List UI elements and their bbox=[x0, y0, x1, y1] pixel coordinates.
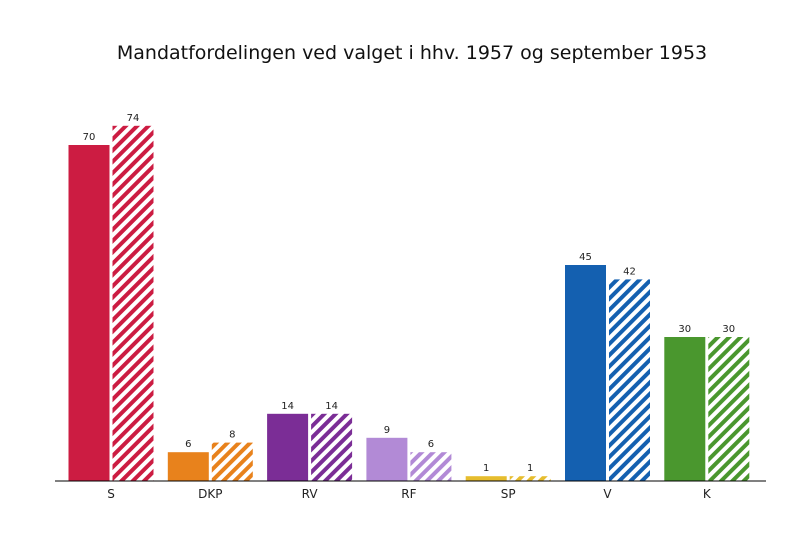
value-label-s-solid: 70 bbox=[83, 132, 96, 143]
value-label-rv-solid: 14 bbox=[281, 401, 294, 412]
value-label-v-hatched: 42 bbox=[623, 266, 636, 277]
value-label-rf-solid: 9 bbox=[384, 425, 390, 436]
x-tick-label-v: V bbox=[603, 487, 612, 501]
value-label-v-solid: 45 bbox=[579, 252, 592, 263]
value-label-rv-hatched: 14 bbox=[325, 401, 338, 412]
bar-sp-solid bbox=[465, 476, 507, 481]
value-label-s-hatched: 74 bbox=[127, 113, 140, 124]
labels-layer: 70 74 S 6 8 DKP 14 14 RV 9 6 RF 1 1 SP 45 42 V 30 30 K bbox=[83, 113, 736, 501]
bar-rv-solid bbox=[267, 413, 309, 481]
x-tick-label-rv: RV bbox=[302, 487, 319, 501]
bar-s-hatched bbox=[112, 125, 154, 482]
x-tick-label-rf: RF bbox=[401, 487, 416, 501]
bar-s-solid bbox=[68, 145, 110, 481]
bar-rf-hatched bbox=[410, 452, 452, 481]
value-label-sp-hatched: 1 bbox=[527, 463, 533, 474]
value-label-k-solid: 30 bbox=[678, 324, 691, 335]
value-label-k-hatched: 30 bbox=[722, 324, 735, 335]
bar-k-solid bbox=[664, 337, 706, 481]
value-label-sp-solid: 1 bbox=[483, 463, 489, 474]
bar-k-hatched bbox=[708, 337, 750, 481]
bars-layer bbox=[68, 125, 750, 482]
x-tick-label-s: S bbox=[107, 487, 115, 501]
value-label-dkp-solid: 6 bbox=[185, 439, 191, 450]
x-tick-label-dkp: DKP bbox=[198, 487, 222, 501]
bar-dkp-solid bbox=[167, 452, 209, 481]
bar-rf-solid bbox=[366, 437, 408, 481]
value-label-dkp-hatched: 8 bbox=[229, 430, 235, 441]
x-tick-label-sp: SP bbox=[501, 487, 516, 501]
bar-v-solid bbox=[565, 265, 606, 481]
bar-sp-hatched bbox=[509, 476, 551, 481]
value-label-rf-hatched: 6 bbox=[428, 439, 434, 450]
bar-dkp-hatched bbox=[211, 442, 253, 481]
bar-rv-hatched bbox=[311, 413, 353, 481]
bar-v-hatched bbox=[609, 279, 650, 481]
x-tick-label-k: K bbox=[703, 487, 712, 501]
chart-title: Mandatfordelingen ved valget i hhv. 1957… bbox=[116, 42, 708, 64]
